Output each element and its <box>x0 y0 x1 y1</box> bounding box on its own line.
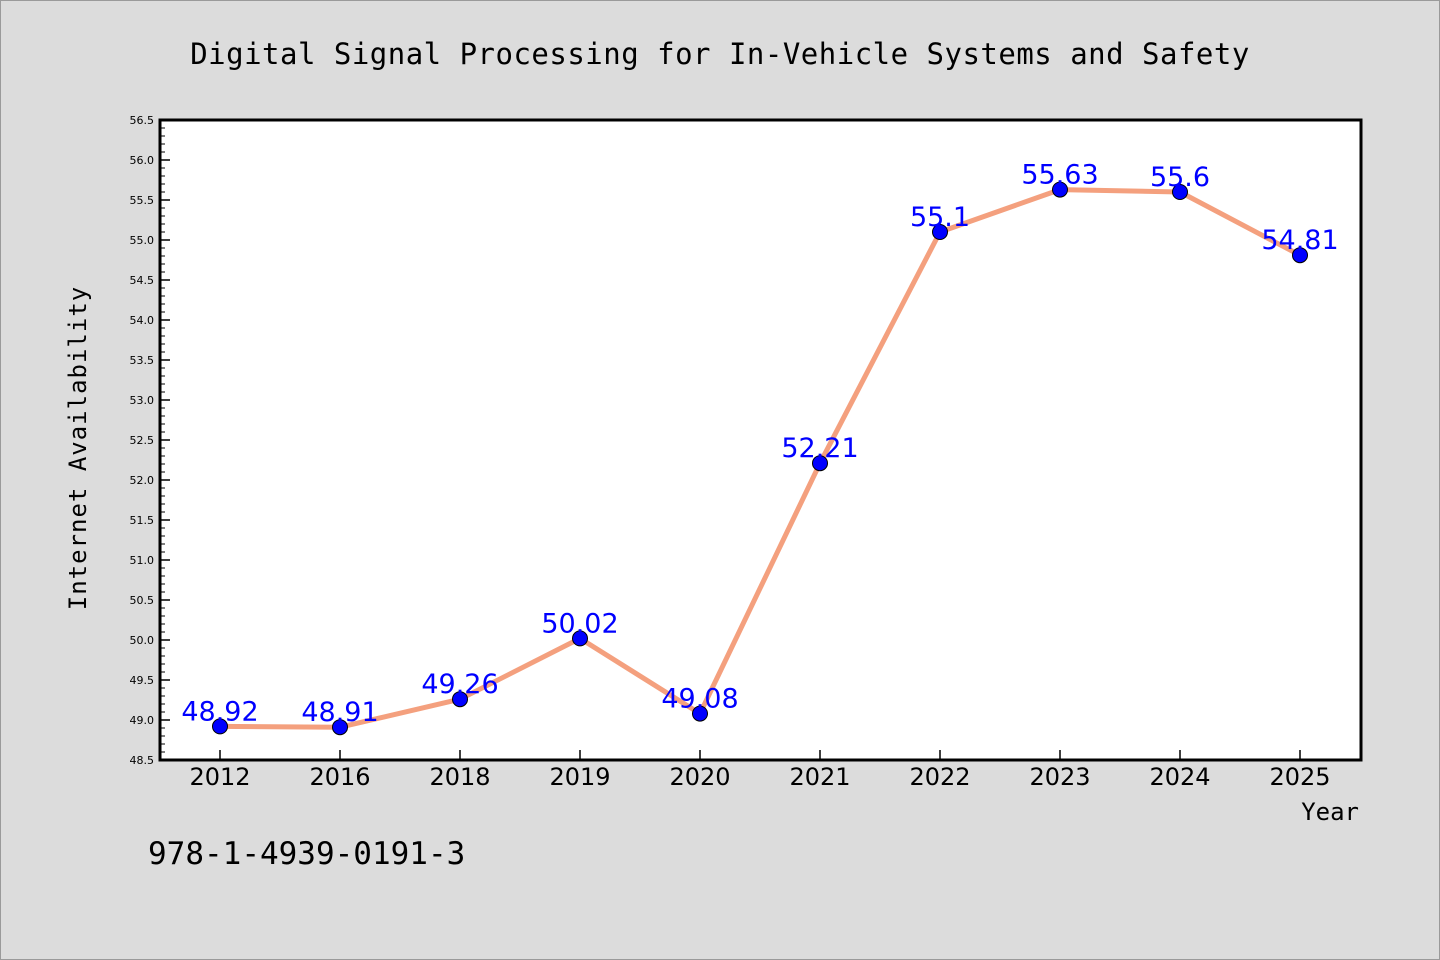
data-label: 55.6 <box>1150 162 1210 193</box>
data-point <box>332 719 348 736</box>
y-tick-label: 53.0 <box>130 394 155 407</box>
y-tick-label: 53.5 <box>130 354 155 367</box>
data-point <box>1172 184 1188 200</box>
plot-frame <box>158 118 1363 762</box>
x-tick-label: 2021 <box>789 763 850 791</box>
y-axis-label: Internet Availability <box>64 286 92 610</box>
data-label: 55.1 <box>910 202 970 233</box>
x-tick-label: 2024 <box>1149 763 1210 791</box>
x-tick-label: 2018 <box>429 763 490 791</box>
y-tick-label: 50.0 <box>130 634 155 647</box>
x-tick-label: 2023 <box>1029 763 1090 791</box>
data-label: 54.81 <box>1261 225 1338 256</box>
x-axis-label: Year <box>1301 798 1359 826</box>
data-label: 50.02 <box>541 608 618 639</box>
data-point <box>452 691 468 708</box>
y-tick-label: 50.5 <box>130 594 155 607</box>
x-tick-label: 2022 <box>909 763 970 791</box>
x-tick-label: 2020 <box>669 763 730 791</box>
y-tick-label: 49.5 <box>130 674 155 687</box>
y-tick-label: 56.5 <box>130 114 155 127</box>
data-label: 48.92 <box>181 696 258 727</box>
y-tick-label: 52.5 <box>130 434 155 447</box>
data-point <box>812 455 828 472</box>
x-tick-label: 2019 <box>549 763 610 791</box>
x-tick-label: 2016 <box>309 763 370 791</box>
y-tick-label: 54.5 <box>130 274 155 287</box>
data-labels: 48.92 48.91 49.26 50.02 49.08 52.21 55.1 55.63 5… <box>181 160 1338 729</box>
y-tick-label: 54.0 <box>130 314 155 327</box>
data-point <box>572 630 588 647</box>
y-tick-label: 55.5 <box>130 194 155 207</box>
data-point <box>1052 181 1068 198</box>
data-markers <box>212 181 1308 736</box>
plot-area <box>160 120 1361 760</box>
y-tick-label: 55.0 <box>130 234 155 247</box>
y-tick-label: 48.5 <box>130 754 155 767</box>
y-tick-label: 52.0 <box>130 474 155 487</box>
data-point <box>1292 247 1308 264</box>
data-label: 48.91 <box>301 697 378 728</box>
data-label: 52.21 <box>781 433 858 464</box>
y-tick-label: 56.0 <box>130 154 155 167</box>
x-tick-label: 2025 <box>1269 763 1330 791</box>
y-tick-label: 51.5 <box>130 514 155 527</box>
chart-title: Digital Signal Processing for In-Vehicle… <box>190 37 1250 71</box>
x-axis-ticks: 2012 2016 2018 2019 2020 2021 2022 2023 2024 2025 <box>189 750 1331 791</box>
data-point <box>692 705 708 722</box>
data-label: 49.08 <box>661 684 738 715</box>
data-label: 55.63 <box>1021 160 1098 191</box>
y-tick-label: 51.0 <box>130 554 155 567</box>
y-axis-ticks: 48.5 49.0 49.5 50.0 50.5 51.0 51.5 52.0 52.5 53.0… <box>130 114 170 767</box>
isbn-footer: 978-1-4939-0191-3 <box>148 836 465 872</box>
y-tick-label: 49.0 <box>130 714 155 727</box>
x-tick-label: 2012 <box>189 763 250 791</box>
data-point <box>212 718 228 735</box>
data-label: 49.26 <box>421 669 498 700</box>
series-line <box>217 187 1303 730</box>
data-point <box>932 224 948 240</box>
